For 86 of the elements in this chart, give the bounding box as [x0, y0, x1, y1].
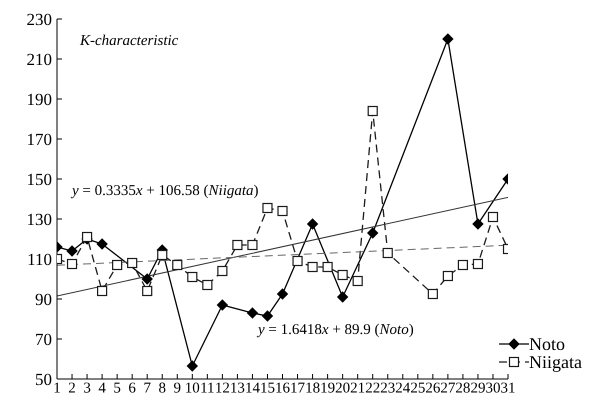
point: [216, 300, 228, 310]
point: [338, 270, 348, 280]
point: [352, 276, 363, 286]
x-tick-label: 5: [113, 380, 121, 397]
point: [186, 360, 198, 372]
point: [96, 238, 108, 250]
point: [337, 292, 348, 302]
y-tick-label: 110: [27, 250, 52, 270]
point: [202, 280, 212, 290]
point: [322, 262, 333, 272]
x-tick-label: 21: [350, 380, 366, 397]
point: [488, 212, 498, 222]
x-tick-label: 27: [440, 380, 456, 397]
point: [172, 260, 182, 270]
point: [262, 202, 273, 214]
point: [307, 218, 318, 230]
x-tick-label: 16: [275, 380, 291, 397]
x-tick-label: 9: [174, 380, 182, 397]
point: [472, 258, 484, 270]
x-tick-label: 14: [244, 380, 260, 397]
x-tick-label: 25: [410, 380, 426, 397]
annotation: K-characteristic: [80, 33, 178, 50]
x-tick-label: 6: [128, 380, 136, 397]
x-tick-label: 11: [200, 380, 215, 397]
x-tick-label: 10: [184, 380, 200, 397]
x-tick-label: 12: [214, 380, 230, 397]
point: [367, 228, 378, 238]
point: [472, 218, 484, 230]
x-tick-label: 31: [500, 380, 516, 397]
legend-label: Noto: [529, 334, 566, 354]
point: [368, 106, 378, 116]
point: [277, 288, 288, 300]
point: [217, 266, 228, 276]
point: [382, 248, 393, 258]
x-tick-label: 30: [485, 380, 500, 397]
x-tick-label: 24: [395, 380, 411, 397]
x-tick-label: 1: [53, 380, 61, 397]
point: [277, 206, 288, 216]
x-tick-label: 13: [230, 380, 245, 397]
x-tick-label: 28: [455, 380, 470, 397]
y-tick-label: 90: [35, 290, 52, 310]
x-tick-label: 20: [335, 380, 350, 397]
y-tick-label: 190: [26, 90, 52, 110]
x-tick-label: 15: [260, 380, 275, 397]
x-tick-label: 26: [425, 380, 441, 397]
point: [82, 232, 92, 242]
y-tick-label: 150: [26, 170, 52, 190]
x-tick-label: 18: [305, 380, 320, 397]
x-tick-label: 17: [290, 380, 306, 397]
x-tick-label: 22: [365, 380, 380, 397]
x-tick-label: 7: [143, 380, 152, 397]
annotation: y = 1.6418x + 89.9 (Noto): [258, 322, 414, 339]
x-tick-label: 3: [83, 380, 91, 397]
x-tick-label: 23: [380, 380, 396, 397]
y-tick-label: 170: [26, 130, 52, 150]
point: [66, 246, 78, 256]
point: [442, 34, 454, 44]
point: [157, 250, 168, 260]
y-tick-label: 130: [26, 210, 52, 230]
x-tick-label: 19: [320, 380, 336, 397]
point: [97, 286, 108, 296]
y-tick-label: 70: [35, 330, 52, 350]
point: [232, 240, 243, 250]
x-tick-label: 29: [470, 380, 486, 397]
point: [187, 272, 198, 282]
point: [442, 270, 453, 282]
x-tick-label: 2: [68, 380, 76, 397]
point: [142, 286, 152, 296]
x-tick-label: 4: [98, 380, 106, 397]
point: [142, 274, 153, 284]
point: [428, 288, 438, 300]
y-tick-label: 210: [26, 50, 52, 70]
point: [112, 260, 122, 270]
point: [292, 256, 303, 266]
annotation: y = 0.3335x + 106.58 (Niigata): [72, 183, 259, 200]
y-tick-label: 230: [26, 10, 52, 30]
point: [458, 260, 468, 270]
legend-label: Niigata: [529, 352, 582, 372]
point: [247, 240, 258, 250]
point: [66, 258, 78, 270]
point: [307, 262, 318, 272]
point: [127, 258, 138, 268]
point: [246, 308, 258, 318]
y-tick-label: 50: [35, 370, 52, 390]
x-tick-label: 8: [158, 380, 166, 397]
point: [262, 310, 273, 322]
